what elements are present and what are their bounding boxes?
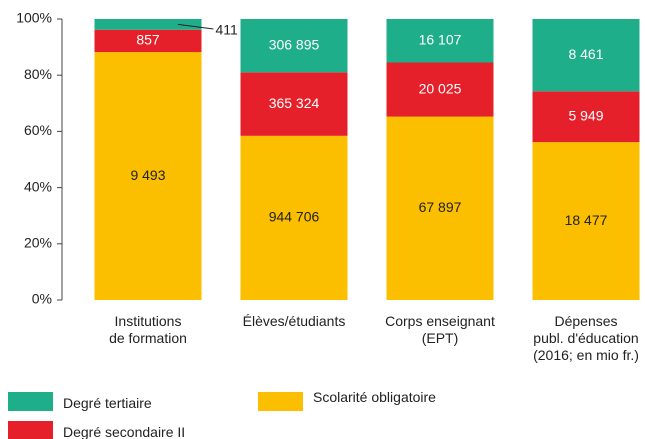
data-label: 8 461 <box>568 46 603 62</box>
bar-segment <box>240 135 348 300</box>
legend-label: Scolarité obligatoire <box>313 389 436 405</box>
bar-segment <box>386 116 494 301</box>
y-tick-label: 80% <box>24 66 52 82</box>
x-tick-label: Institutions de formation <box>109 313 187 346</box>
data-label: 306 895 <box>269 36 320 52</box>
data-label: 9 493 <box>130 167 165 183</box>
bar-segment <box>386 62 494 117</box>
y-tick-label: 60% <box>24 122 52 138</box>
data-label: 857 <box>136 32 160 48</box>
bar-segment <box>94 19 202 30</box>
bar-segment <box>94 52 202 300</box>
bar-segment <box>532 19 640 92</box>
y-tick-label: 0% <box>32 291 52 307</box>
bar-segment <box>532 91 640 143</box>
legend-swatch <box>258 392 303 411</box>
bar-segment <box>240 72 348 136</box>
x-tick-label: Dépenses publ. d'éducation (2016; en mio… <box>533 313 639 363</box>
data-label: 18 477 <box>565 212 608 228</box>
legend-swatch <box>8 392 53 411</box>
legend-label: Degré tertiaire <box>63 395 152 411</box>
leader-line <box>177 23 214 30</box>
x-tick-label: Élèves/étudiants <box>242 313 346 329</box>
y-tick-label: 40% <box>24 178 52 194</box>
data-label: 5 949 <box>568 107 603 123</box>
bar-segment <box>386 19 494 63</box>
x-tick-label: Corps enseignant (EPT) <box>385 313 495 346</box>
data-label: 365 324 <box>269 95 320 111</box>
bar-segment <box>532 142 640 300</box>
data-label: 16 107 <box>419 31 462 47</box>
data-label: 944 706 <box>269 209 320 225</box>
data-label: 67 897 <box>419 199 462 215</box>
bar-segment <box>94 29 202 53</box>
legend-label: Degré secondaire II <box>63 424 186 439</box>
bar-segment <box>240 19 348 73</box>
y-tick-label: 100% <box>16 10 52 26</box>
data-label: 411 <box>216 22 239 38</box>
data-label: 20 025 <box>419 80 462 96</box>
legend-swatch <box>8 421 53 439</box>
y-tick-label: 20% <box>24 235 52 251</box>
